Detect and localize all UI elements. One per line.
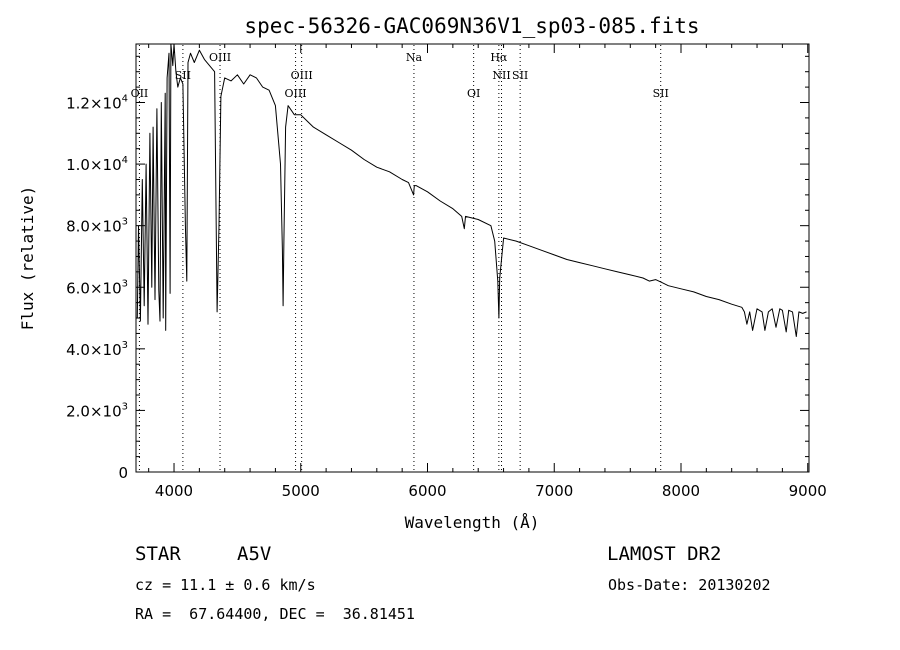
redshift-cz: cz = 11.1 ± 0.6 km/s: [135, 576, 316, 594]
y-tick-label-0: 0: [118, 464, 128, 482]
x-axis-label: Wavelength (Å): [405, 513, 540, 532]
axis-ticks: 4000 5000 6000 7000 8000 9000 0 2.0×103 4.0×103 6…: [66, 44, 827, 500]
y-tick-label-4: 8.0×103: [66, 217, 128, 236]
x-tick-label-2: 6000: [408, 482, 446, 500]
survey-name: LAMOST DR2: [607, 543, 722, 565]
observation-date: Obs-Date: 20130202: [608, 576, 771, 594]
x-tick-label-0: 4000: [155, 482, 193, 500]
line-marker-label-1: SII: [175, 69, 191, 82]
line-marker-label-3: OIII: [285, 87, 307, 100]
y-tick-label-5: 1.0×104: [66, 155, 128, 174]
x-tick-label-3: 7000: [535, 482, 573, 500]
chart-title: spec-56326-GAC069N36V1_sp03-085.fits: [244, 14, 699, 38]
x-tick-label-4: 8000: [662, 482, 700, 500]
y-tick-label-6: 1.2×104: [66, 94, 128, 113]
y-tick-label-2: 4.0×103: [66, 340, 128, 359]
spectrum-series: [136, 43, 807, 337]
y-axis-label: Flux (relative): [18, 186, 37, 331]
line-marker-label-10: SII: [653, 87, 669, 100]
line-marker-label-7: Hα: [490, 51, 508, 64]
plot-frame: [135, 43, 810, 473]
x-tick-label-1: 5000: [282, 482, 320, 500]
line-marker-label-8: NII: [492, 69, 510, 82]
line-marker-label-9: SII: [512, 69, 528, 82]
spectral-subclass: A5V: [237, 543, 272, 565]
spectrum-line-0: [136, 43, 807, 337]
object-class: STAR: [135, 543, 181, 565]
line-marker-label-6: OI: [467, 87, 480, 100]
line-marker-label-0: OII: [131, 87, 149, 100]
coordinates: RA = 67.64400, DEC = 36.81451: [135, 605, 415, 623]
y-tick-label-3: 6.0×103: [66, 278, 128, 297]
line-marker-label-5: Na: [406, 51, 423, 64]
line-marker-label-2: OIII: [209, 51, 231, 64]
y-tick-label-1: 2.0×103: [66, 401, 128, 420]
x-tick-label-5: 9000: [789, 482, 827, 500]
line-marker-label-4: OIII: [291, 69, 313, 82]
